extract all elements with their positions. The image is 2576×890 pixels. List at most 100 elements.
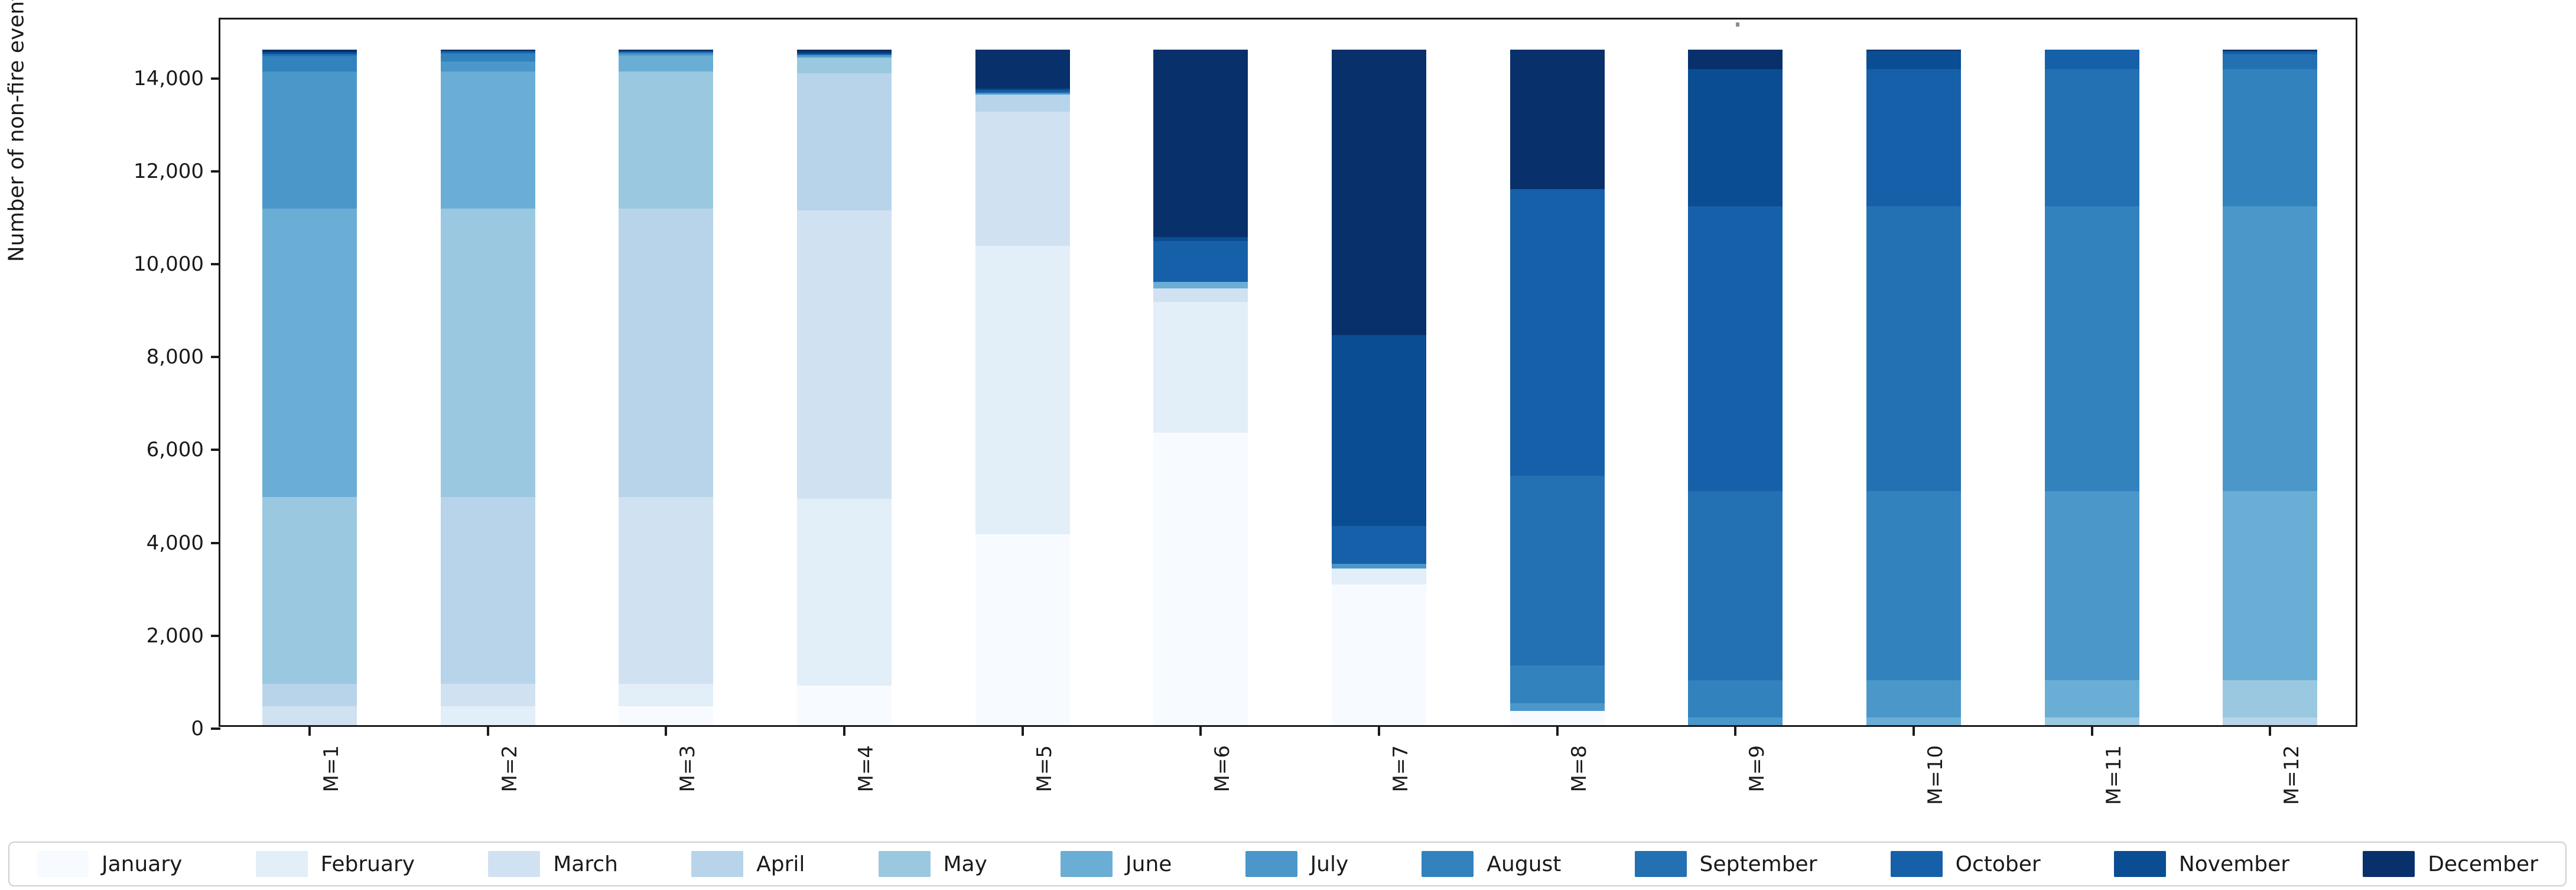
bar-M=12	[2223, 50, 2318, 725]
x-tick-mark	[665, 725, 668, 736]
segment-M=8-December	[1510, 50, 1605, 190]
x-tick-label-M=6: M=6	[1211, 745, 1235, 792]
legend-item-July: July	[1245, 851, 1348, 877]
segment-M=2-February	[440, 706, 535, 725]
legend: January February March April May June July Augu…	[8, 842, 2567, 886]
segment-M=8-October	[1510, 189, 1605, 476]
bar-M=3	[619, 50, 714, 725]
x-tick-mark	[2269, 725, 2272, 736]
y-tick-mark	[211, 449, 220, 452]
plot-area: · 0 2,000 4,000 6,000 8,000 10,000 12,000 14,00…	[134, 6, 2357, 805]
x-tick-mark	[1912, 725, 1915, 736]
segment-M=2-April	[440, 496, 535, 684]
x-tick-label-M=2: M=2	[497, 745, 522, 792]
segment-M=12-August	[2223, 69, 2318, 206]
segment-M=4-April	[796, 73, 892, 210]
segment-M=11-July	[2044, 491, 2139, 681]
segment-M=3-January	[619, 706, 714, 725]
segment-M=4-November	[796, 53, 892, 54]
y-tick-mark	[211, 541, 220, 544]
segment-M=1-October	[262, 53, 357, 55]
legend-item-April: April	[691, 851, 805, 877]
segment-M=6-March	[1153, 288, 1248, 303]
legend-label-May: May	[943, 852, 987, 876]
title-artifact: ·	[1732, 6, 1743, 44]
segment-M=6-November	[1153, 236, 1248, 241]
segment-M=2-June	[440, 72, 535, 209]
segment-M=10-July	[1866, 680, 1961, 718]
segment-M=1-March	[262, 706, 357, 725]
segment-M=4-March	[796, 210, 892, 499]
bar-M=10	[1866, 50, 1961, 725]
legend-item-June: June	[1061, 851, 1172, 877]
x-tick-label-M=4: M=4	[854, 745, 878, 792]
legend-swatch-April	[691, 851, 744, 877]
segment-M=1-September	[262, 54, 357, 57]
x-tick-mark	[486, 725, 489, 736]
segment-M=5-January	[975, 534, 1070, 725]
segment-M=7-November	[1331, 334, 1426, 527]
segment-M=1-November	[262, 51, 357, 54]
segment-M=12-October	[2223, 52, 2318, 54]
y-tick-mark	[211, 263, 220, 266]
segment-M=5-November	[975, 89, 1070, 91]
segment-M=2-December	[440, 49, 535, 51]
segment-M=11-October	[2044, 50, 2139, 70]
bar-M=9	[1688, 50, 1783, 725]
x-tick-label-M=1: M=1	[319, 745, 343, 792]
bar-M=11	[2044, 50, 2139, 725]
segment-M=10-September	[1866, 206, 1961, 492]
segment-M=2-November	[440, 50, 535, 52]
legend-item-November: November	[2113, 851, 2290, 877]
y-tick-mark	[211, 77, 220, 80]
bar-M=2	[440, 49, 535, 725]
segment-M=6-December	[1153, 50, 1248, 237]
legend-label-December: December	[2428, 852, 2538, 876]
x-tick-mark	[843, 725, 845, 736]
segment-M=1-May	[262, 496, 357, 684]
segment-M=9-November	[1688, 69, 1783, 206]
legend-swatch-March	[488, 851, 541, 877]
legend-label-June: June	[1126, 852, 1172, 876]
x-tick-label-M=11: M=11	[2102, 745, 2126, 805]
x-tick-label-M=5: M=5	[1032, 745, 1056, 792]
legend-item-May: May	[878, 851, 987, 877]
legend-label-November: November	[2178, 852, 2290, 876]
legend-label-April: April	[756, 852, 805, 876]
x-tick-label-M=7: M=7	[1388, 745, 1413, 792]
x-tick-label-M=12: M=12	[2280, 745, 2304, 805]
x-tick-mark	[1734, 725, 1737, 736]
y-tick-label: 0	[191, 717, 204, 740]
legend-item-February: February	[255, 851, 415, 877]
segment-M=12-July	[2223, 206, 2318, 492]
segment-M=5-March	[975, 111, 1070, 246]
y-tick-mark	[211, 356, 220, 359]
segment-M=10-December	[1866, 50, 1961, 51]
segment-M=12-April	[2223, 717, 2318, 725]
legend-swatch-February	[255, 851, 308, 877]
segment-M=2-March	[440, 684, 535, 706]
segment-M=3-March	[619, 496, 714, 684]
y-tick-label: 10,000	[134, 252, 204, 277]
y-tick-mark	[211, 634, 220, 637]
segment-M=1-April	[262, 684, 357, 706]
segment-M=4-June	[796, 57, 892, 59]
segment-M=12-June	[2223, 491, 2318, 681]
segment-M=10-August	[1866, 491, 1961, 681]
segment-M=9-October	[1688, 206, 1783, 492]
segment-M=11-August	[2044, 206, 2139, 492]
legend-item-September: September	[1634, 851, 1817, 877]
segment-M=8-January	[1510, 711, 1605, 725]
segment-M=6-June	[1153, 281, 1248, 289]
bar-M=4	[796, 50, 892, 725]
legend-item-August: August	[1422, 851, 1561, 877]
segment-M=3-February	[619, 684, 714, 706]
legend-swatch-May	[878, 851, 931, 877]
y-tick-label: 12,000	[134, 159, 204, 183]
segment-M=9-September	[1688, 491, 1783, 681]
segment-M=9-August	[1688, 680, 1783, 718]
legend-item-October: October	[1890, 851, 2041, 877]
x-tick-label-M=9: M=9	[1745, 745, 1770, 792]
bar-M=5	[975, 50, 1070, 725]
